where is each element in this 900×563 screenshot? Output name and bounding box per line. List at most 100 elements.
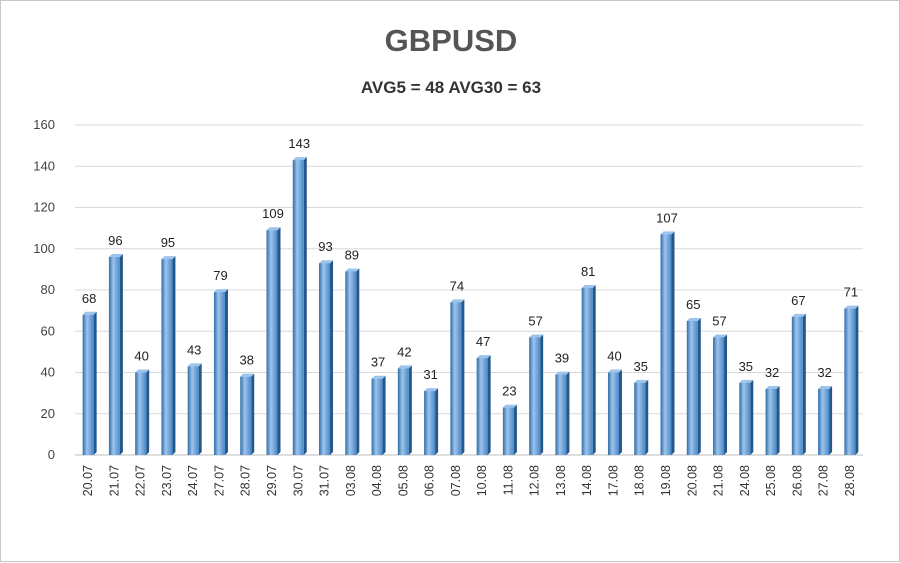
data-label: 47 <box>476 334 490 349</box>
bar <box>686 317 701 455</box>
bar <box>739 379 754 455</box>
data-label: 57 <box>528 313 542 328</box>
x-tick-label: 30.07 <box>291 465 305 496</box>
x-tick-label: 23.07 <box>160 465 174 496</box>
bar <box>555 371 570 455</box>
data-label: 35 <box>633 359 647 374</box>
bar <box>292 157 307 455</box>
bar <box>82 311 97 455</box>
x-tick-label: 03.08 <box>344 465 358 496</box>
data-label: 23 <box>502 384 516 399</box>
bar <box>240 373 255 455</box>
data-label: 35 <box>739 359 753 374</box>
bar <box>187 363 202 455</box>
data-label: 31 <box>423 367 437 382</box>
data-label: 143 <box>288 136 310 151</box>
data-label: 39 <box>555 351 569 366</box>
bar <box>213 289 228 455</box>
data-label: 107 <box>656 210 678 225</box>
data-label: 109 <box>262 206 284 221</box>
x-tick-label: 31.07 <box>318 465 332 496</box>
data-labels: 68 96 40 95 43 79 38 109 143 93 89 37 42 31 74 47 23 57 39… <box>82 136 858 399</box>
x-tick-label: 14.08 <box>580 465 594 496</box>
x-tick-label: 13.08 <box>554 465 568 496</box>
data-label: 57 <box>712 313 726 328</box>
x-tick-label: 07.08 <box>449 465 463 496</box>
y-axis: 0 20 40 60 80 100 120 140 160 <box>33 117 863 462</box>
x-tick-label: 29.07 <box>265 465 279 496</box>
bar <box>397 365 412 455</box>
bar <box>266 227 281 455</box>
data-label: 67 <box>791 293 805 308</box>
x-tick-label: 24.08 <box>738 465 752 496</box>
bar <box>713 334 728 455</box>
x-tick-label: 12.08 <box>528 465 542 496</box>
bar <box>319 260 334 455</box>
x-tick-label: 22.07 <box>134 465 148 496</box>
bar <box>161 256 176 455</box>
bar <box>529 334 544 455</box>
data-label: 40 <box>134 349 148 364</box>
x-tick-label: 21.08 <box>712 465 726 496</box>
x-tick-label: 27.08 <box>817 465 831 496</box>
bar <box>450 299 465 455</box>
x-tick-label: 18.08 <box>633 465 647 496</box>
data-label: 32 <box>817 365 831 380</box>
x-tick-label: 24.07 <box>186 465 200 496</box>
data-label: 32 <box>765 365 779 380</box>
y-tick-label: 100 <box>33 241 55 256</box>
data-label: 37 <box>371 355 385 370</box>
y-tick-label: 160 <box>33 117 55 132</box>
y-tick-label: 0 <box>48 447 55 462</box>
data-label: 71 <box>844 285 858 300</box>
bar <box>345 268 360 455</box>
bar <box>424 388 439 455</box>
x-tick-label: 27.07 <box>212 465 226 496</box>
bar <box>135 369 150 455</box>
x-tick-label: 17.08 <box>606 465 620 496</box>
bar <box>791 313 806 455</box>
x-tick-label: 28.08 <box>843 465 857 496</box>
bar <box>765 386 780 455</box>
y-tick-label: 20 <box>41 406 55 421</box>
chart-subtitle: AVG5 = 48 AVG30 = 63 <box>360 78 542 97</box>
x-tick-label: 20.08 <box>685 465 699 496</box>
y-tick-label: 80 <box>41 282 55 297</box>
y-tick-label: 40 <box>41 365 55 380</box>
chart-title: GBPUSD <box>384 23 518 58</box>
x-tick-label: 10.08 <box>475 465 489 496</box>
x-tick-label: 25.08 <box>764 465 778 496</box>
x-axis: 20.07 21.07 22.07 23.07 24.07 27.07 28.07 29.07… <box>81 465 857 496</box>
y-tick-label: 120 <box>33 200 55 215</box>
x-tick-label: 28.07 <box>239 465 253 496</box>
data-label: 40 <box>607 349 621 364</box>
bar <box>634 379 649 455</box>
x-tick-label: 06.08 <box>423 465 437 496</box>
data-label: 96 <box>108 233 122 248</box>
bar <box>502 404 517 455</box>
data-label: 81 <box>581 264 595 279</box>
data-label: 38 <box>239 353 253 368</box>
x-tick-label: 26.08 <box>790 465 804 496</box>
y-tick-label: 60 <box>41 323 55 338</box>
data-label: 43 <box>187 342 201 357</box>
x-tick-label: 05.08 <box>396 465 410 496</box>
x-tick-label: 21.07 <box>107 465 121 496</box>
y-tick-label: 140 <box>33 158 55 173</box>
bar <box>476 355 491 455</box>
bar <box>371 375 386 455</box>
bar <box>108 254 123 455</box>
data-label: 68 <box>82 291 96 306</box>
data-label: 89 <box>345 247 359 262</box>
x-tick-label: 11.08 <box>501 465 515 495</box>
data-label: 79 <box>213 268 227 283</box>
bar <box>581 284 596 455</box>
data-label: 65 <box>686 297 700 312</box>
data-label: 93 <box>318 239 332 254</box>
bars <box>82 157 859 455</box>
bar <box>607 369 622 455</box>
bar <box>844 305 859 455</box>
x-tick-label: 19.08 <box>659 465 673 496</box>
